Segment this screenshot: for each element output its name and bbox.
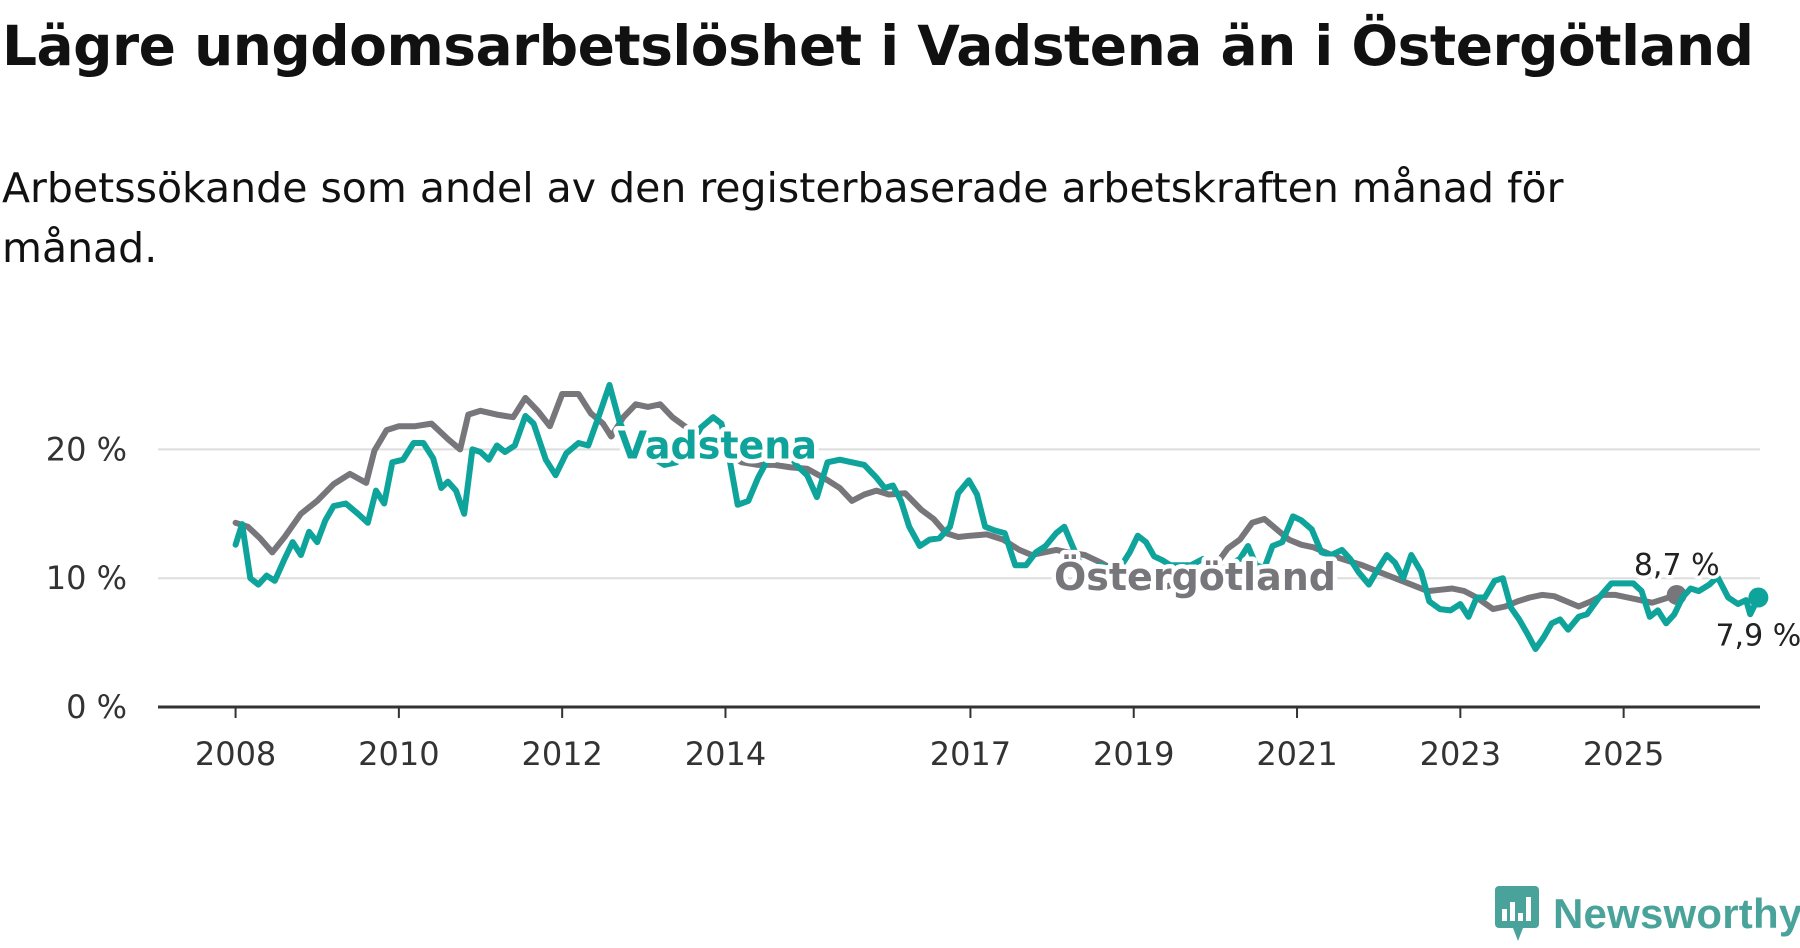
series-lines [232, 382, 1769, 652]
series-label-ostergotland: Östergötland [1054, 555, 1336, 599]
x-tick-label-7: 2023 [1420, 735, 1501, 773]
series-labels: Östergötland Vadstena 8,7 % 7,9 % [613, 419, 1800, 657]
x-tick-label-8: 2025 [1583, 735, 1664, 773]
chart-title: Lägre ungdomsarbetslöshet i Vadstena än … [2, 14, 1754, 78]
newsworthy-logo-icon [1495, 886, 1539, 941]
x-tick-label-5: 2019 [1093, 735, 1174, 773]
series-line-vadstena [232, 382, 1762, 652]
x-axis: 2008 2010 2012 2014 2017 2019 2021 2023 2025 [158, 705, 1760, 773]
x-tick-label-0: 2008 [195, 735, 276, 773]
end-value-label-vadstena: 7,9 % [1715, 619, 1800, 654]
y-tick-label-2: 20 % [46, 430, 127, 468]
x-tick-label-3: 2014 [685, 735, 766, 773]
x-tick-label-2: 2012 [521, 735, 602, 773]
series-line-ostergotland [232, 391, 1680, 613]
x-tick-label-4: 2017 [930, 735, 1011, 773]
gridlines [158, 448, 1760, 580]
newsworthy-logo-text: Newsworthy [1553, 890, 1800, 937]
series-label-vadstena: Vadstena [618, 424, 817, 468]
y-axis: 0 % 10 % 20 % [46, 430, 127, 726]
end-point-vadstena [1748, 587, 1769, 608]
y-tick-label-0: 0 % [66, 688, 127, 726]
x-tick-label-1: 2010 [358, 735, 439, 773]
newsworthy-logo: Newsworthy [1493, 884, 1800, 944]
x-tick-label-6: 2021 [1256, 735, 1337, 773]
end-value-label-ostergotland: 8,7 % [1634, 548, 1720, 583]
y-tick-label-1: 10 % [46, 559, 127, 597]
chart-subtitle: Arbetssökande som andel av den registerb… [2, 164, 1564, 272]
